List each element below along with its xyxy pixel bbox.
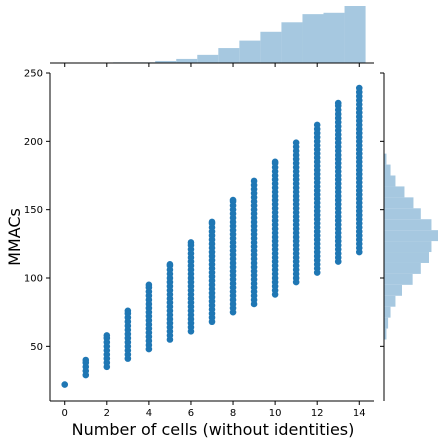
scatter-point xyxy=(293,139,300,146)
x-hist-bar xyxy=(281,22,302,63)
y-tick-label: 200 xyxy=(24,137,43,148)
x-tick-label: 10 xyxy=(269,408,282,419)
scatter-point xyxy=(167,261,174,268)
x-hist-bar xyxy=(324,13,345,63)
y-tick-label: 50 xyxy=(30,342,43,353)
x-hist-bar xyxy=(239,41,260,63)
scatter-point xyxy=(104,332,111,339)
x-hist-bar xyxy=(176,59,197,63)
x-hist-bar xyxy=(260,32,281,63)
x-tick-label: 4 xyxy=(146,408,152,419)
y-hist-bar xyxy=(384,197,413,208)
y-marginal-histogram xyxy=(380,73,438,401)
scatter-point xyxy=(314,122,321,129)
y-axis-label: MMACs xyxy=(5,208,24,266)
scatter-point xyxy=(272,159,279,166)
y-hist-bar xyxy=(384,230,438,241)
y-hist-bar xyxy=(384,307,391,318)
scatter-point xyxy=(209,219,216,226)
y-hist-bar xyxy=(384,318,388,329)
y-hist-bar xyxy=(384,296,395,307)
x-marginal-histogram xyxy=(50,6,374,67)
y-hist-bar xyxy=(384,263,421,274)
x-tick-label: 6 xyxy=(188,408,194,419)
y-hist-bar xyxy=(384,176,395,187)
x-hist-bar xyxy=(197,55,218,63)
scatter-point xyxy=(230,197,237,204)
y-hist-bar xyxy=(384,165,391,176)
x-hist-bar xyxy=(345,6,366,63)
y-tick-label: 150 xyxy=(24,205,43,216)
x-hist-bar xyxy=(302,14,323,63)
scatter-points xyxy=(61,85,362,388)
scatter-point xyxy=(356,85,363,92)
scatter-point xyxy=(82,357,89,364)
y-hist-bar xyxy=(384,241,431,252)
scatter-point xyxy=(146,282,153,289)
x-tick-label: 12 xyxy=(311,408,324,419)
y-tick-label: 250 xyxy=(24,69,43,80)
scatter-point xyxy=(188,239,195,246)
y-hist-bar xyxy=(384,186,404,197)
y-hist-bar xyxy=(384,208,421,219)
x-tick-label: 2 xyxy=(104,408,110,419)
axes: 0 2 4 6 8 10 12 14 50 100 150 200 250 xyxy=(24,69,374,420)
y-hist-bar xyxy=(384,219,431,230)
scatter-point xyxy=(61,381,68,388)
y-tick-label: 100 xyxy=(24,274,43,285)
x-hist-bar xyxy=(218,48,239,63)
x-tick-label: 0 xyxy=(62,408,68,419)
scatter-point xyxy=(125,308,132,315)
x-axis-label: Number of cells (without identities) xyxy=(72,420,355,439)
y-hist-bar xyxy=(384,285,402,296)
x-tick-label: 14 xyxy=(353,408,366,419)
scatter-point xyxy=(335,100,342,107)
y-hist-bar xyxy=(384,274,413,285)
y-hist-bar xyxy=(384,252,429,263)
scatter-point xyxy=(251,178,258,185)
x-tick-label: 8 xyxy=(230,408,236,419)
